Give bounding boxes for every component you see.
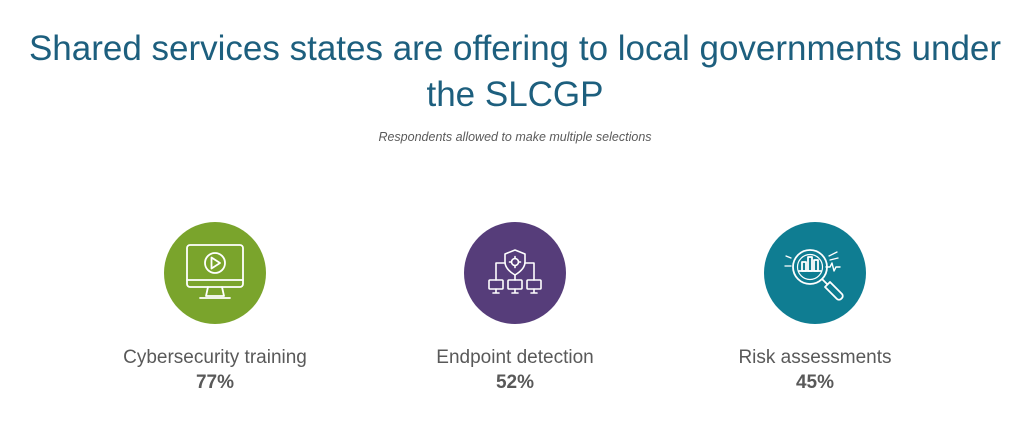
chart-title: Shared services states are offering to l… bbox=[28, 29, 1002, 114]
stat-cybersecurity-training: Cybersecurity training 77% bbox=[65, 222, 365, 395]
shield-network-icon bbox=[488, 249, 542, 294]
stat-circle bbox=[164, 222, 266, 324]
stat-risk-assessments: Risk assessments 45% bbox=[665, 222, 965, 395]
stat-label: Cybersecurity training bbox=[123, 347, 307, 368]
monitor-play-icon bbox=[186, 244, 244, 299]
stat-endpoint-detection: Endpoint detection 52% bbox=[365, 222, 665, 395]
stat-value: 45% bbox=[795, 372, 835, 393]
stat-label: Endpoint detection bbox=[436, 347, 594, 368]
chart-subtitle: Respondents allowed to make multiple sel… bbox=[378, 130, 652, 144]
stat-circle bbox=[764, 222, 866, 324]
stat-label: Risk assessments bbox=[738, 347, 892, 368]
stat-circle bbox=[464, 222, 566, 324]
stat-value: 77% bbox=[195, 372, 235, 393]
stat-value: 52% bbox=[495, 372, 535, 393]
magnifier-chart-icon bbox=[784, 249, 844, 301]
